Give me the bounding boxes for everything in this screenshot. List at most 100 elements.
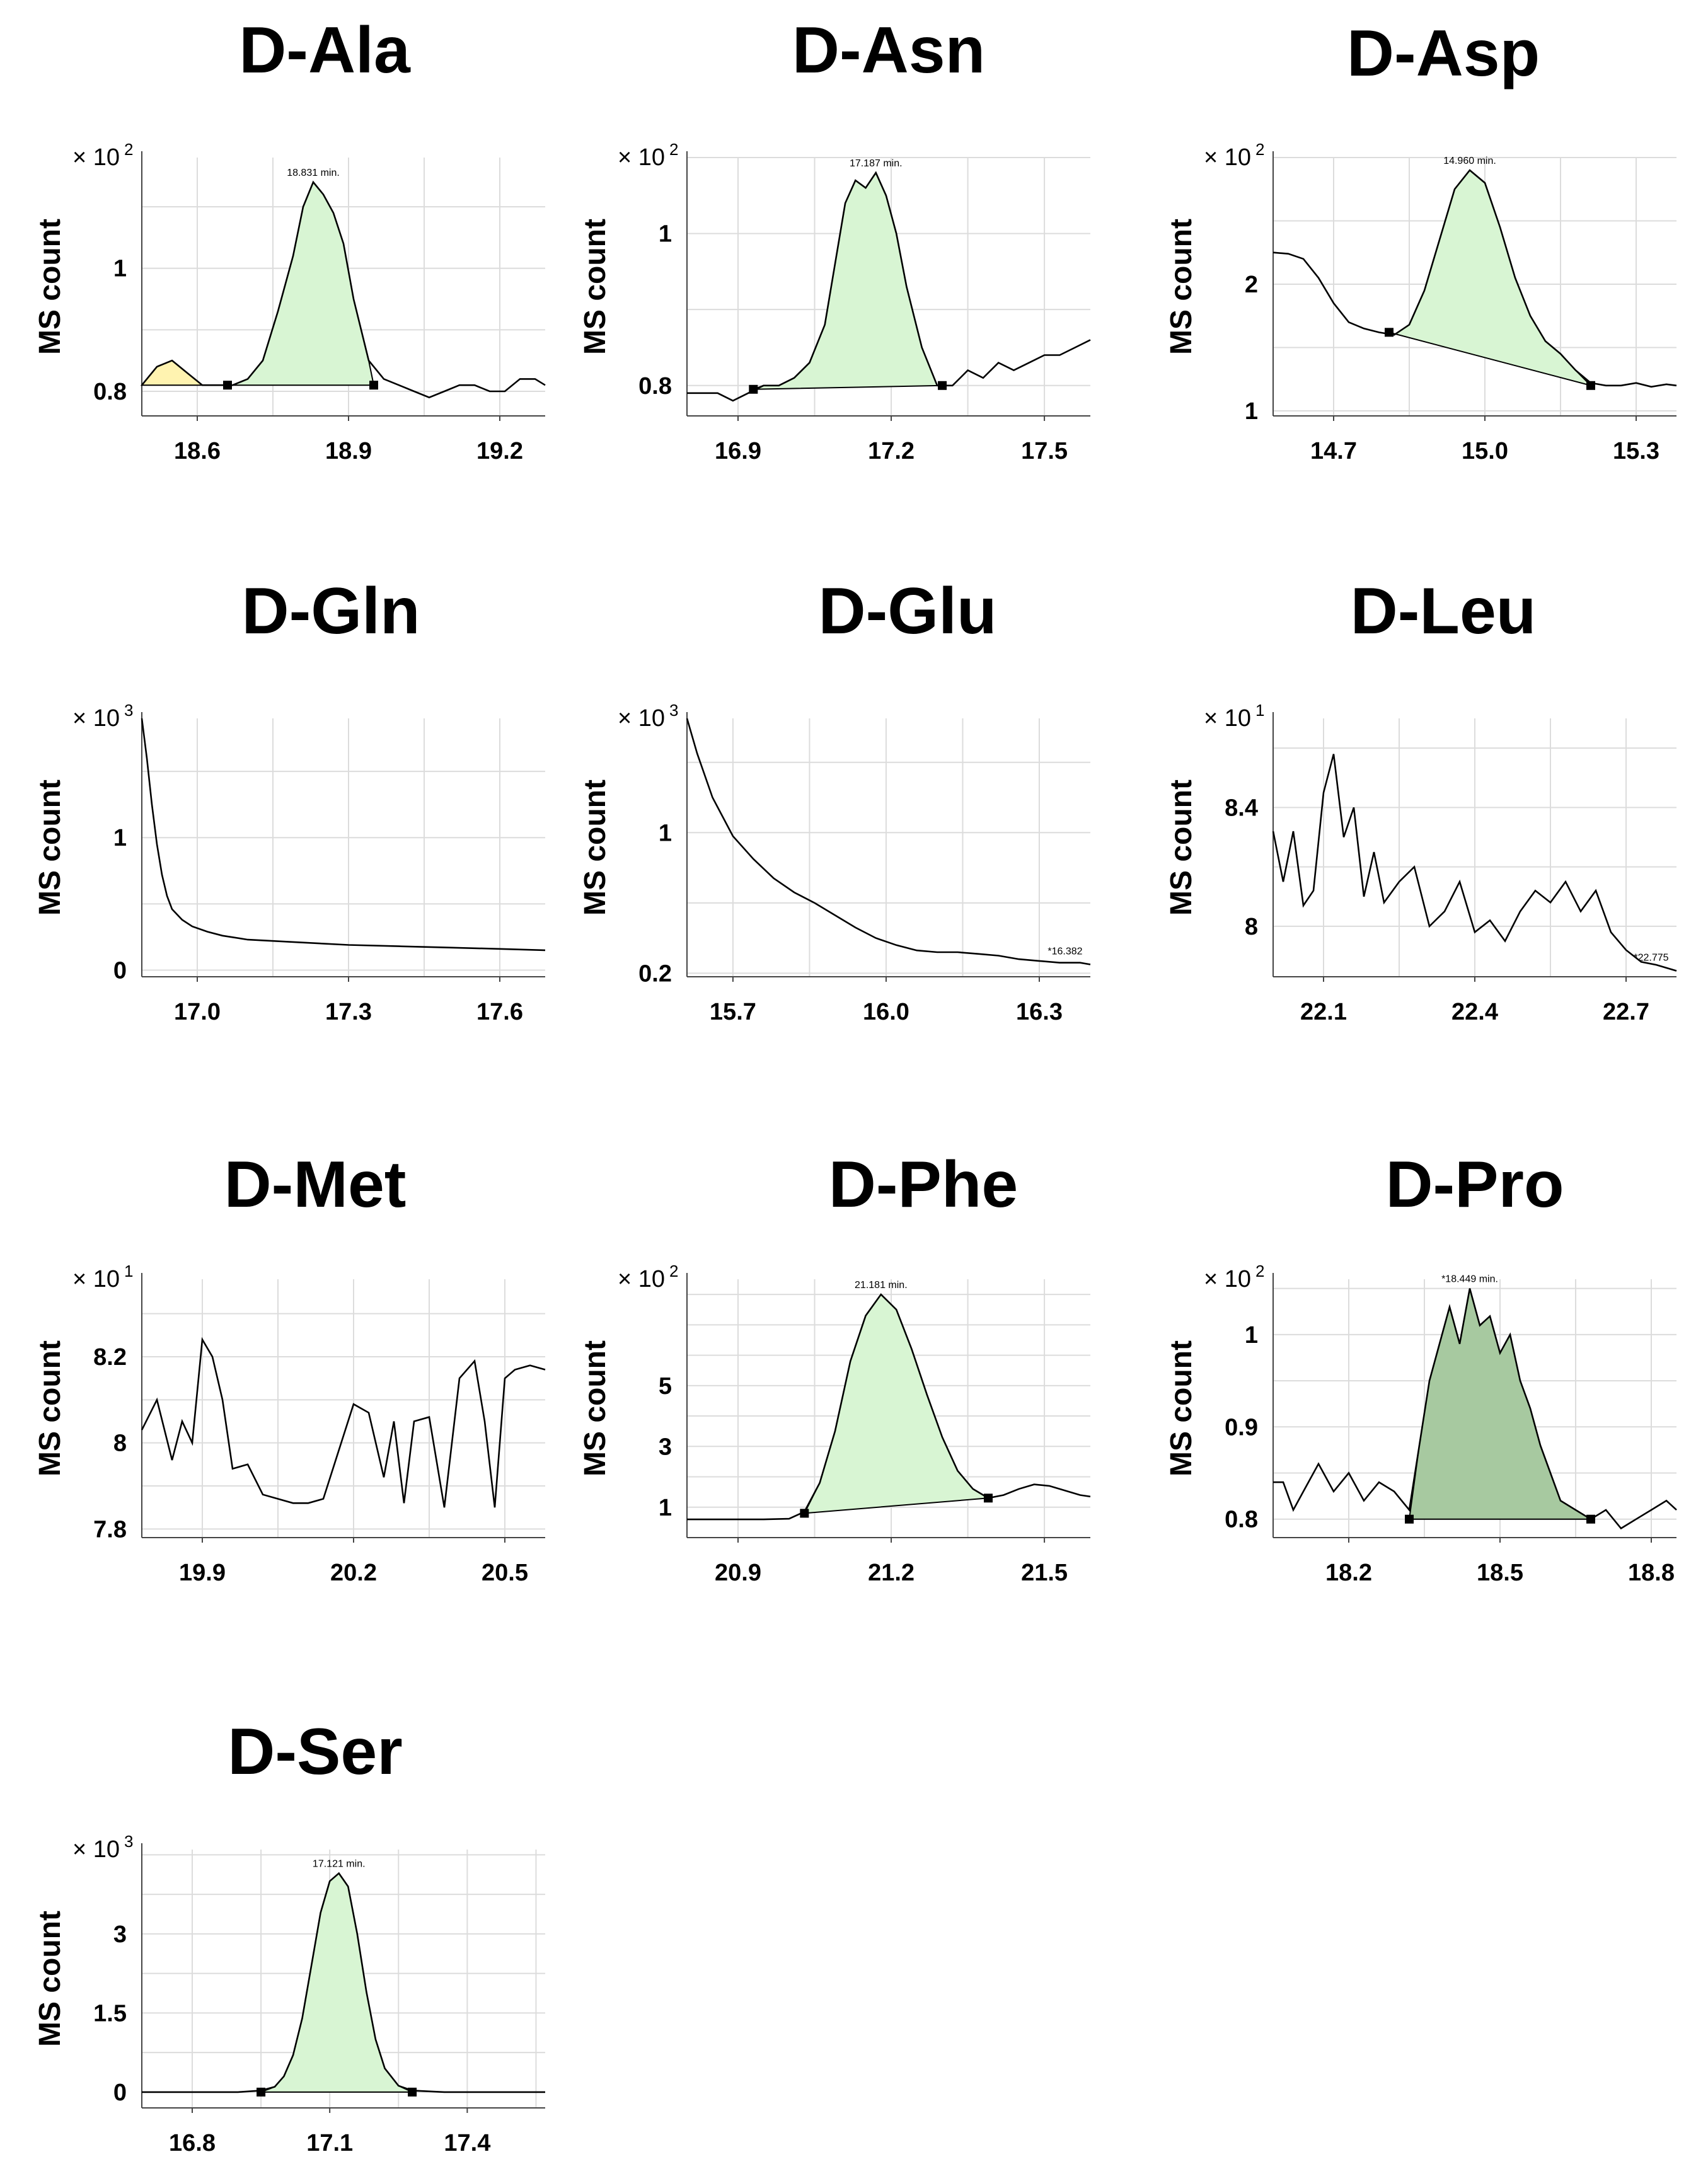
scale-multiplier: × 10 xyxy=(1204,1266,1251,1292)
y-axis-label: MS count xyxy=(1165,780,1198,916)
y-tick-label: 2 xyxy=(1245,272,1258,298)
y-tick-label: 1 xyxy=(659,820,672,846)
x-tick-label: 20.9 xyxy=(715,1560,761,1586)
x-tick-label: 18.8 xyxy=(1628,1560,1675,1586)
peak-end-marker xyxy=(369,381,378,390)
panel-d-gln: D-Gln 17.0 17.3 17.6 0 1 × 10 3 MS count xyxy=(33,575,546,1025)
scale-exponent: 2 xyxy=(669,140,678,159)
scale-exponent: 1 xyxy=(1255,701,1264,720)
y-tick-label: 0 xyxy=(113,2080,127,2106)
scale-exponent: 2 xyxy=(1255,140,1264,159)
y-axis-label: MS count xyxy=(1165,219,1198,355)
panel-d-pro: D-Pro 18.2 18.5 18.8 0.8 0.9 1 × 10 2 MS count *18… xyxy=(1165,1148,1677,1586)
x-tick-label: 15.0 xyxy=(1462,438,1508,464)
x-tick-label: 17.0 xyxy=(174,999,221,1025)
y-axis-label: MS count xyxy=(33,1911,67,2047)
panel-title: D-Gln xyxy=(241,575,420,648)
y-tick-label: 3 xyxy=(113,1921,127,1948)
scale-multiplier: × 10 xyxy=(72,1836,120,1863)
panel-title: D-Met xyxy=(224,1148,407,1221)
y-tick-label: 5 xyxy=(659,1373,672,1400)
peak-start-marker xyxy=(1385,328,1394,337)
peak-area xyxy=(228,181,375,386)
x-tick-label: 14.7 xyxy=(1310,438,1357,464)
scale-multiplier: × 10 xyxy=(72,705,120,732)
x-tick-label: 21.5 xyxy=(1021,1560,1068,1586)
x-tick-label: 18.9 xyxy=(325,438,372,464)
peak-area xyxy=(140,359,217,386)
scale-multiplier: × 10 xyxy=(618,144,665,171)
ms-trace-line xyxy=(141,180,546,399)
peak-area xyxy=(753,171,943,390)
scale-multiplier: × 10 xyxy=(1204,144,1251,171)
ms-trace-line xyxy=(1272,169,1677,388)
peak-time-annotation: *16.382 xyxy=(1047,946,1082,957)
x-tick-label: 19.2 xyxy=(476,438,523,464)
y-tick-label: 1 xyxy=(1245,398,1258,425)
scale-multiplier: × 10 xyxy=(1204,705,1251,732)
x-tick-label: 17.5 xyxy=(1021,438,1068,464)
y-tick-label: 3 xyxy=(659,1434,672,1460)
y-tick-label: 1 xyxy=(113,825,127,851)
y-tick-label: 8 xyxy=(113,1430,127,1457)
y-axis-label: MS count xyxy=(579,219,612,355)
x-tick-label: 17.6 xyxy=(476,999,523,1025)
y-axis-label: MS count xyxy=(33,780,67,916)
y-tick-label: 0.8 xyxy=(1225,1507,1258,1533)
ms-trace-line xyxy=(687,171,1091,402)
ms-trace-line xyxy=(687,1293,1091,1521)
panel-title: D-Phe xyxy=(829,1148,1018,1221)
panel-title: D-Ala xyxy=(239,14,411,87)
peak-area xyxy=(260,1872,413,2093)
x-tick-label: 18.2 xyxy=(1325,1560,1372,1586)
panel-title: D-Ser xyxy=(228,1715,402,1788)
panel-d-leu: D-Leu 22.1 22.4 22.7 8 8.4 × 10 1 MS count *22.77… xyxy=(1165,575,1677,1025)
y-axis-label: MS count xyxy=(33,219,67,355)
x-tick-label: 16.3 xyxy=(1016,999,1063,1025)
panel-d-asn: D-Asn 16.9 17.2 17.5 0.8 1 × 10 2 MS count 17.187… xyxy=(579,14,1091,464)
x-tick-label: 20.5 xyxy=(482,1560,528,1586)
scale-exponent: 2 xyxy=(669,1262,678,1280)
x-tick-label: 16.9 xyxy=(715,438,761,464)
x-tick-label: 22.7 xyxy=(1603,999,1649,1025)
y-axis-label: MS count xyxy=(33,1340,67,1476)
scale-exponent: 3 xyxy=(669,701,678,720)
y-tick-label: 8.4 xyxy=(1225,795,1258,821)
peak-start-marker xyxy=(1405,1514,1414,1524)
x-tick-label: 16.8 xyxy=(169,2130,216,2156)
x-tick-label: 18.6 xyxy=(174,438,221,464)
x-tick-label: 15.3 xyxy=(1613,438,1659,464)
peak-time-annotation: 18.831 min. xyxy=(287,168,340,178)
y-tick-label: 0.2 xyxy=(638,960,672,987)
x-tick-label: 17.2 xyxy=(868,438,915,464)
x-tick-label: 18.5 xyxy=(1477,1560,1523,1586)
panel-d-phe: D-Phe 20.9 21.2 21.5 1 3 5 × 10 2 MS count 21.181 … xyxy=(579,1148,1091,1586)
x-tick-label: 15.7 xyxy=(710,999,756,1025)
panel-title: D-Asp xyxy=(1347,17,1540,90)
scale-multiplier: × 10 xyxy=(618,705,665,732)
x-tick-label: 22.4 xyxy=(1451,999,1498,1025)
x-tick-label: 17.1 xyxy=(306,2130,353,2156)
scale-multiplier: × 10 xyxy=(72,1266,120,1292)
ms-trace-line xyxy=(1273,1288,1677,1530)
panel-d-ala: D-Ala 18.6 18.9 19.2 0.8 1 × 10 2 MS count 18.831… xyxy=(33,14,546,464)
ms-trace-line xyxy=(141,1337,546,1508)
ms-trace-line xyxy=(1272,754,1677,972)
x-tick-label: 22.1 xyxy=(1300,999,1347,1025)
y-tick-label: 0.8 xyxy=(638,373,672,400)
panel-title: D-Asn xyxy=(792,14,985,87)
scale-exponent: 3 xyxy=(124,1832,133,1851)
peak-time-annotation: 21.181 min. xyxy=(855,1280,908,1291)
ms-trace-line xyxy=(142,1872,545,2093)
y-tick-label: 0 xyxy=(113,957,127,984)
ms-trace-line xyxy=(686,718,1091,965)
x-tick-label: 17.3 xyxy=(325,999,372,1025)
x-tick-label: 20.2 xyxy=(330,1560,377,1586)
peak-time-annotation: *22.775 xyxy=(1634,953,1668,964)
x-tick-label: 19.9 xyxy=(179,1560,226,1586)
peak-start-marker xyxy=(800,1509,809,1518)
